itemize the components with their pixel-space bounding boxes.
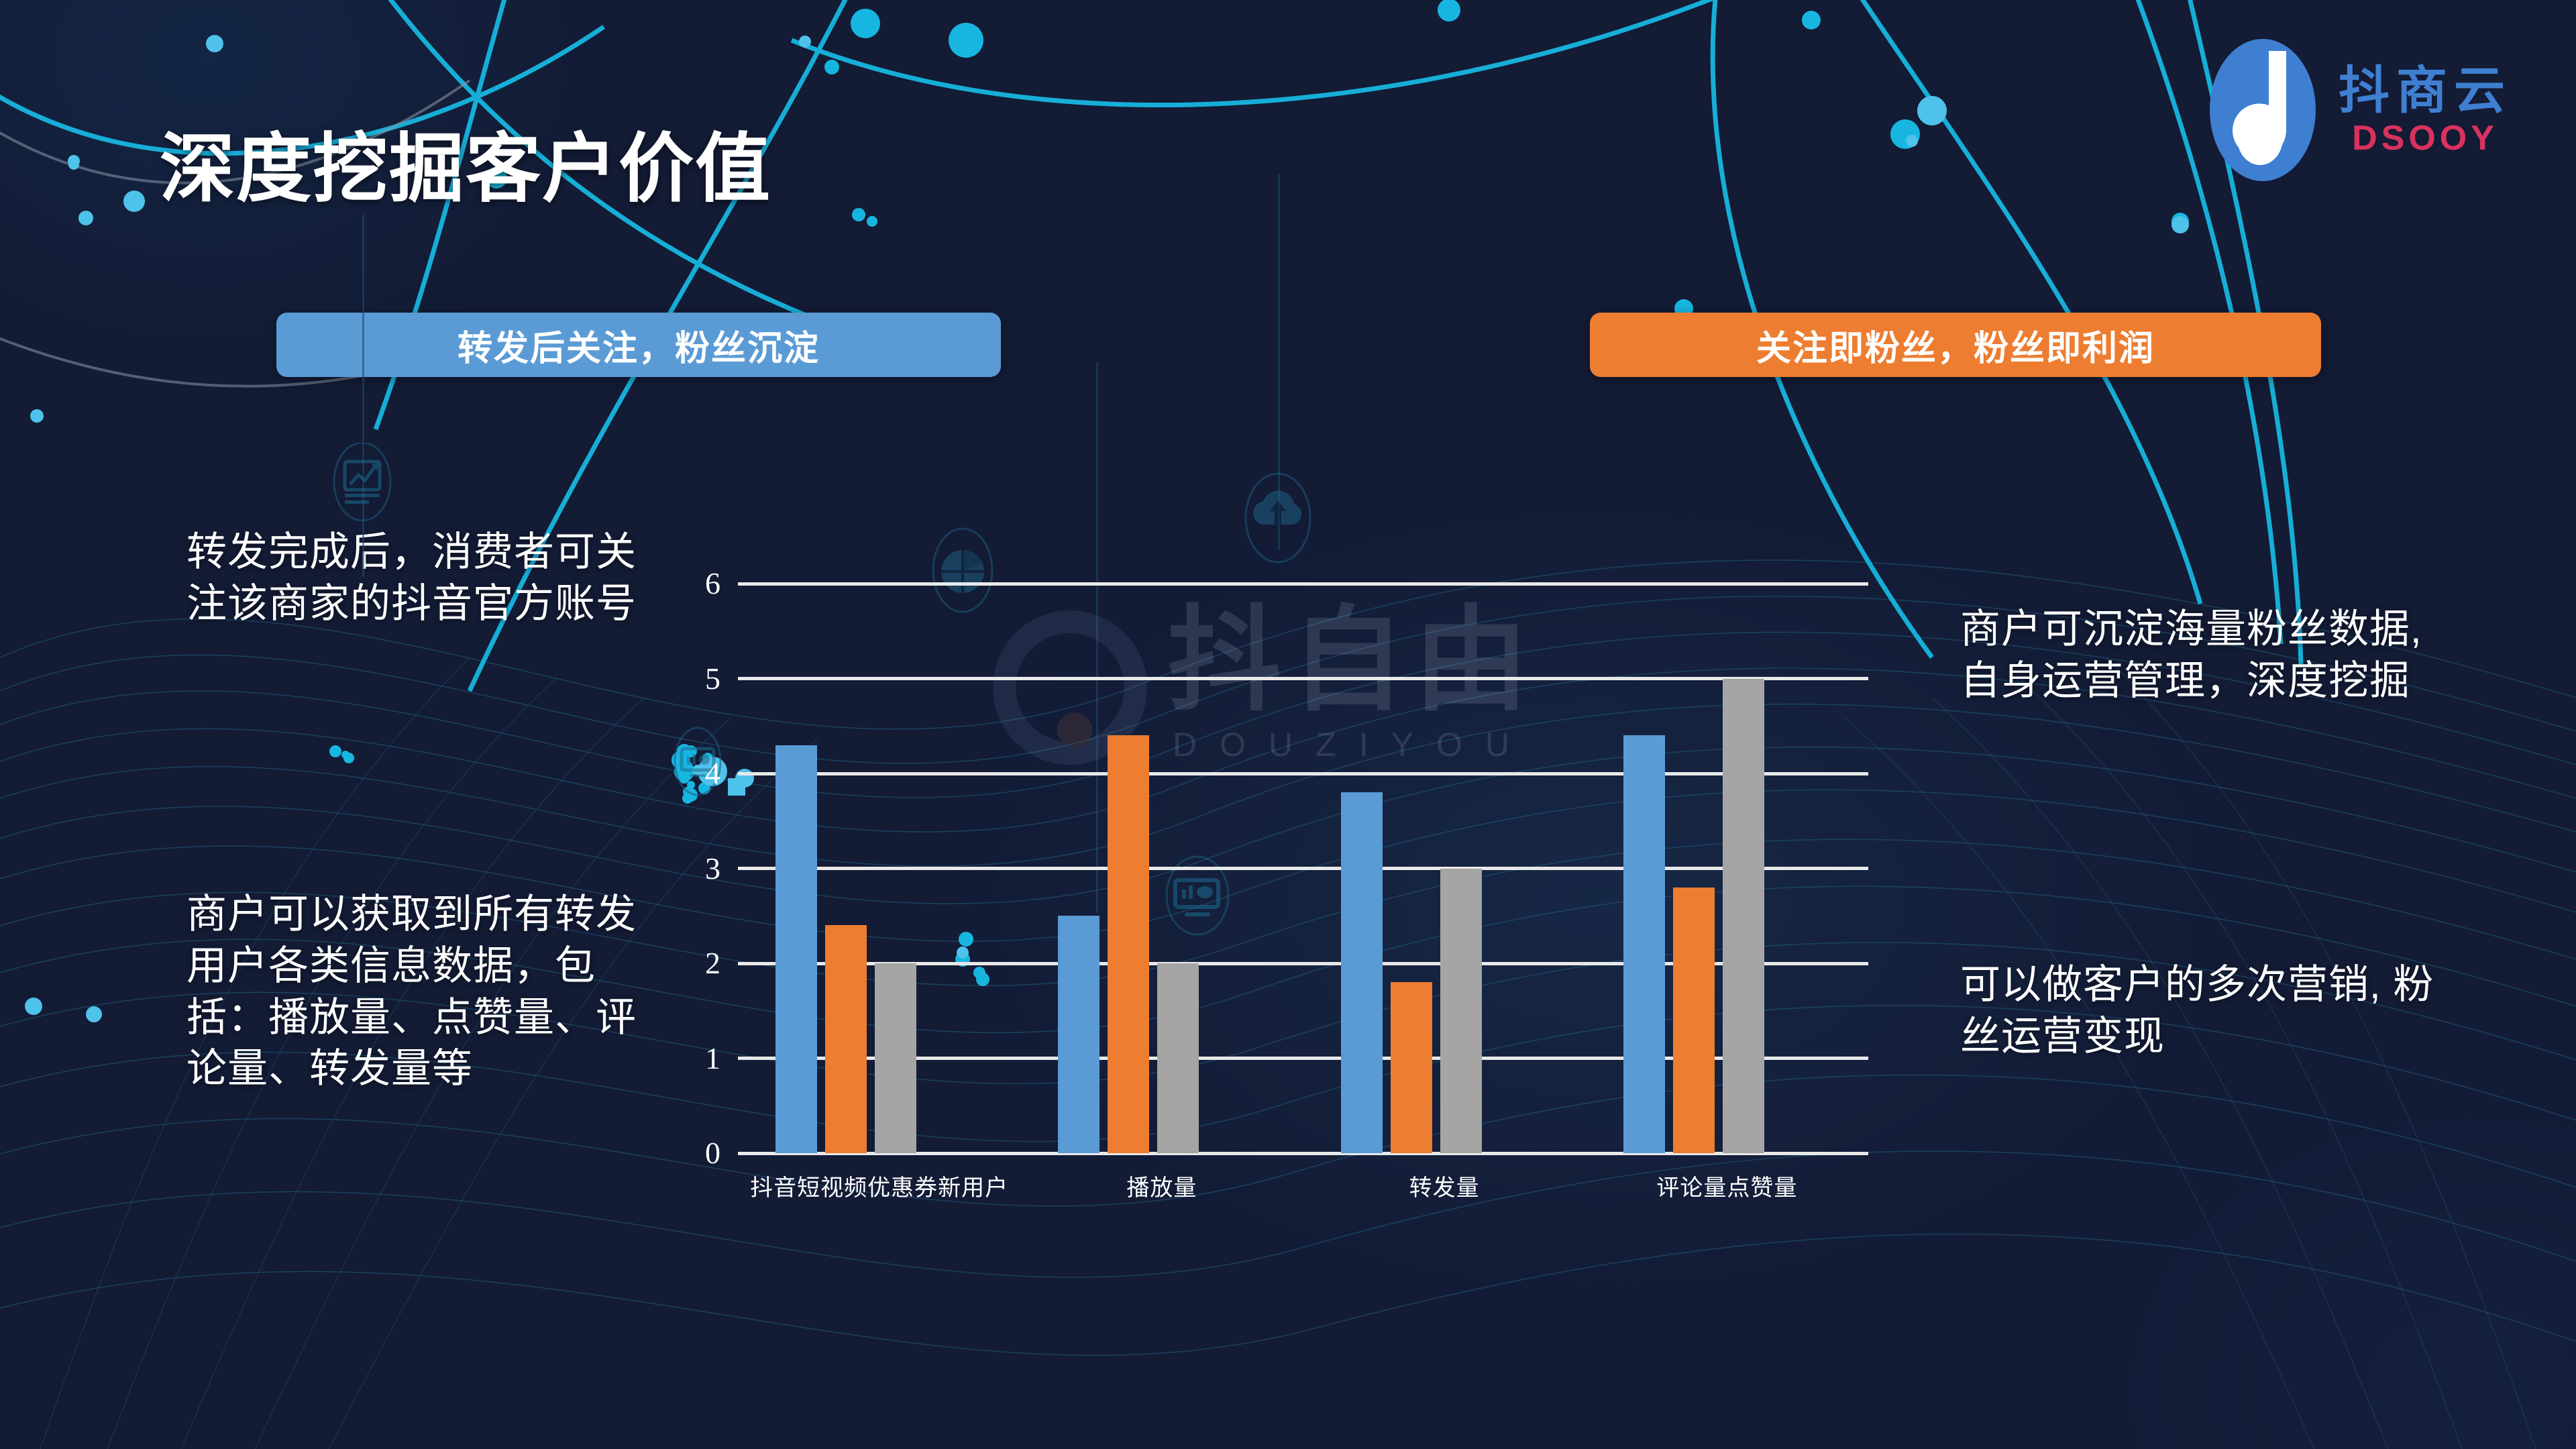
chart-bar[interactable]: [1108, 735, 1150, 1153]
chart-y-tick-label: 2: [705, 946, 720, 980]
chart-x-axis-label: 评论量点赞量: [1656, 1175, 1798, 1201]
copy-right-top: 商户可沉淀海量粉丝数据, 自身运营管理，深度挖掘: [1960, 606, 2422, 703]
chart-bar[interactable]: [1390, 982, 1432, 1153]
chart-y-tick-label: 0: [705, 1136, 720, 1170]
copy-left-bottom: 商户可以获取到所有转发用户各类信息数据，包括：播放量、点赞量、评论量、转发量等: [186, 892, 637, 1091]
chart-trend-icon: [330, 441, 394, 527]
chart-bar[interactable]: [825, 925, 867, 1153]
deco-stem-3: [1278, 174, 1280, 550]
chart-bar[interactable]: [1058, 916, 1100, 1153]
chart-bars: 抖音短视频优惠券新用户 播放量 转发量 评论量点赞量: [738, 584, 1868, 1201]
dsooy-note-logo-icon: [2210, 39, 2316, 181]
copy-right-bottom: 可以做客户的多次营销, 粉丝运营变现: [1960, 962, 2434, 1059]
logo-english-name: DSOOY: [2352, 118, 2498, 158]
chart-gridline: 5: [705, 663, 1868, 694]
chart-gridline: 1: [705, 1042, 1868, 1073]
chart-bar[interactable]: [875, 963, 916, 1153]
chart-gridline: 6: [705, 568, 1868, 599]
chart-bar-group: 评论量点赞量: [1586, 584, 1868, 1201]
chart-gridline: 3: [705, 853, 1868, 883]
chart-bar[interactable]: [775, 745, 817, 1153]
logo-chinese-name: 抖商云: [2339, 62, 2512, 120]
chart-bar-group: 播放量: [1020, 584, 1303, 1201]
chart-gridline: 4: [705, 758, 1868, 789]
badge-right[interactable]: 关注即粉丝，粉丝即利润: [1590, 313, 2321, 377]
chart-x-axis-label: 转发量: [1409, 1175, 1480, 1201]
brand-logo: 抖商云 DSOOY: [2210, 39, 2512, 181]
chart-y-tick-label: 3: [705, 851, 720, 885]
chart-gridline: 2: [705, 948, 1868, 979]
bar-chart: 0 1 2 3 4 5 6 抖音短视频优惠券新用户 播放量 转发量 评论量点赞量: [684, 550, 1892, 1208]
page-title: 深度挖掘客户价值: [160, 127, 771, 211]
chart-plot-area: 0 1 2 3 4 5 6 抖音短视频优惠券新用户 播放量 转发量 评论量点赞量: [705, 568, 1868, 1201]
chart-bar[interactable]: [1340, 792, 1383, 1153]
chart-x-axis-label: 抖音短视频优惠券新用户: [750, 1175, 1009, 1201]
deco-stem-1: [362, 215, 364, 577]
chart-bar[interactable]: [1672, 887, 1715, 1153]
logo-wordmark: 抖商云 DSOOY: [2339, 64, 2512, 156]
chart-bar[interactable]: [1157, 963, 1199, 1153]
chart-y-tick-label: 5: [705, 661, 720, 696]
chart-bar[interactable]: [1722, 678, 1764, 1153]
chart-y-tick-label: 6: [705, 566, 720, 600]
badge-left[interactable]: 转发后关注，粉丝沉淀: [276, 313, 1001, 377]
copy-left-top: 转发完成后，消费者可关注该商家的抖音官方账号: [186, 529, 637, 626]
chart-y-tick-label: 1: [705, 1040, 720, 1075]
chart-bar[interactable]: [1440, 868, 1482, 1153]
chart-gridline: 0: [705, 1138, 1868, 1169]
chart-bar[interactable]: [1623, 735, 1665, 1153]
chart-x-axis-label: 播放量: [1126, 1175, 1197, 1201]
chart-bar-group: 转发量: [1303, 584, 1586, 1201]
chart-bar-group: 抖音短视频优惠券新用户: [738, 584, 1020, 1201]
chart-y-tick-label: 4: [705, 756, 720, 790]
